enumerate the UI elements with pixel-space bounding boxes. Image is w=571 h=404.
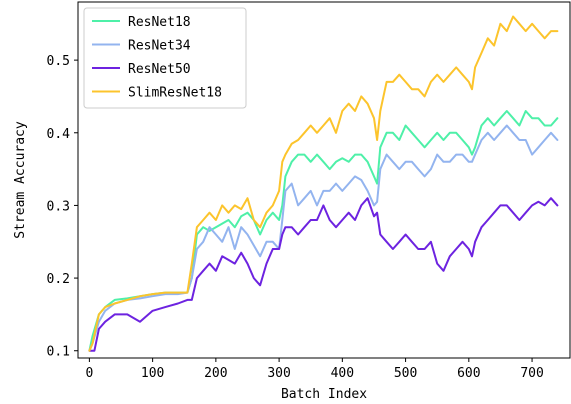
x-axis: 0 100 200 300 400 500 600 700 [85,358,544,381]
y-tick-label: 0.3 [47,199,70,214]
x-tick-label: 100 [141,366,164,381]
legend-label: ResNet50 [128,62,191,77]
series-line-resnet34 [88,124,559,352]
y-axis: 0.1 0.2 0.3 0.4 0.5 [47,54,78,360]
legend-box [83,7,247,109]
plot-area [88,15,559,352]
legend-label: ResNet18 [128,15,191,30]
x-tick-label: 300 [267,366,290,381]
legend-label: SlimResNet18 [128,86,222,101]
series-line-resnet18 [88,110,559,352]
x-axis-label: Batch Index [281,387,367,402]
legend: ResNet18 ResNet34 ResNet50 SlimResNet18 [83,7,247,109]
series-line-resnet50 [88,197,559,352]
y-tick-label: 0.4 [47,127,71,142]
x-tick-label: 600 [457,366,480,381]
legend-label: ResNet34 [128,39,191,54]
x-tick-label: 200 [204,366,227,381]
y-tick-label: 0.2 [47,272,70,287]
x-tick-label: 500 [394,366,417,381]
y-tick-label: 0.1 [47,345,70,360]
plot-frame [77,1,571,359]
y-tick-label: 0.5 [47,54,70,69]
x-tick-label: 700 [520,366,543,381]
x-tick-label: 400 [331,366,354,381]
series-line-slimresnet18 [88,15,559,352]
x-tick-label: 0 [85,366,93,381]
y-axis-label: Stream Accuracy [13,121,28,239]
